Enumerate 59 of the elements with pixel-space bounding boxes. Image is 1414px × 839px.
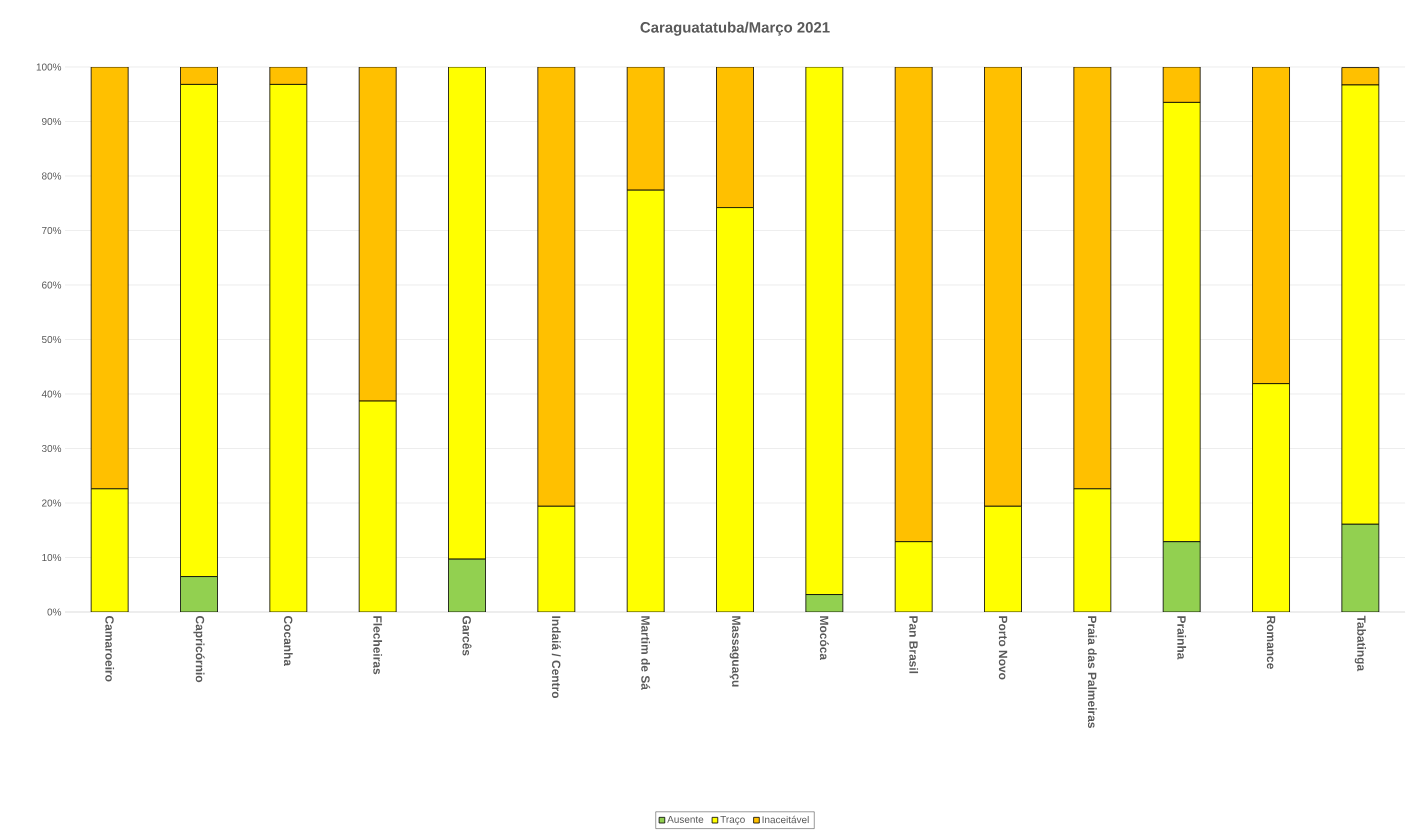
legend-label: Traço bbox=[720, 816, 745, 825]
bar bbox=[1341, 523, 1380, 612]
x-tick-label: Indaiá / Centro bbox=[551, 616, 561, 699]
chart-title: Caraguatatuba/Março 2021 bbox=[640, 21, 830, 36]
bar bbox=[716, 207, 754, 612]
x-tick-label: Praia das Palmeiras bbox=[1087, 616, 1097, 728]
x-tick-label: Cocanha bbox=[283, 616, 293, 667]
bar bbox=[90, 488, 129, 612]
bar bbox=[984, 66, 1022, 507]
bar bbox=[358, 66, 397, 402]
x-tick-label: Martim de Sá bbox=[641, 616, 651, 690]
bar bbox=[448, 558, 486, 612]
bar bbox=[805, 66, 844, 595]
bar bbox=[1162, 541, 1201, 612]
bar bbox=[448, 66, 486, 560]
y-tick-label: 40% bbox=[41, 390, 62, 398]
bar bbox=[1073, 488, 1112, 612]
y-tick-label: 60% bbox=[42, 281, 62, 289]
bar bbox=[626, 66, 665, 191]
bar bbox=[269, 84, 308, 612]
x-tick-label: Capricórnio bbox=[193, 616, 205, 683]
bar bbox=[358, 400, 397, 612]
x-tick-label: Garcês bbox=[462, 616, 472, 656]
bar bbox=[1073, 66, 1112, 490]
bar bbox=[1252, 66, 1290, 385]
bar bbox=[1252, 383, 1290, 612]
y-tick-label: 100% bbox=[36, 63, 62, 71]
bar bbox=[537, 66, 576, 507]
bar bbox=[180, 576, 218, 612]
x-tick-label: Flecheiras bbox=[373, 616, 383, 675]
bar bbox=[180, 84, 218, 577]
x-tick-label: Porto Novo bbox=[998, 616, 1008, 680]
y-tick-label: 0% bbox=[47, 608, 62, 616]
y-tick-label: 20% bbox=[42, 499, 62, 507]
x-tick-label: Prainha bbox=[1177, 616, 1187, 660]
bar bbox=[984, 505, 1022, 612]
bar bbox=[1341, 84, 1380, 525]
x-tick-label: Mocóca bbox=[819, 616, 829, 661]
y-tick-label: 90% bbox=[42, 117, 62, 126]
x-tick-label: Tabatinga bbox=[1354, 615, 1366, 672]
y-tick-label: 30% bbox=[41, 444, 62, 453]
bar bbox=[894, 66, 933, 543]
bar bbox=[90, 66, 129, 490]
bar bbox=[537, 505, 576, 612]
y-tick-label: 70% bbox=[42, 226, 62, 235]
x-tick-label: Romance bbox=[1266, 616, 1276, 669]
y-tick-label: 80% bbox=[41, 172, 62, 180]
y-tick-label: 50% bbox=[41, 335, 62, 344]
y-tick-label: 10% bbox=[42, 553, 62, 562]
x-tick-label: Pan Brasil bbox=[909, 616, 919, 674]
bar bbox=[626, 189, 665, 612]
x-tick-label: Massaguaçu bbox=[729, 616, 741, 687]
bar bbox=[1162, 66, 1201, 103]
bar bbox=[894, 541, 933, 612]
bar bbox=[1162, 102, 1201, 543]
bar bbox=[716, 66, 754, 209]
legend-label: Ausente bbox=[667, 816, 704, 823]
x-tick-label: Camaroeiro bbox=[105, 616, 115, 682]
legend-label: Inaceitável bbox=[762, 815, 809, 824]
